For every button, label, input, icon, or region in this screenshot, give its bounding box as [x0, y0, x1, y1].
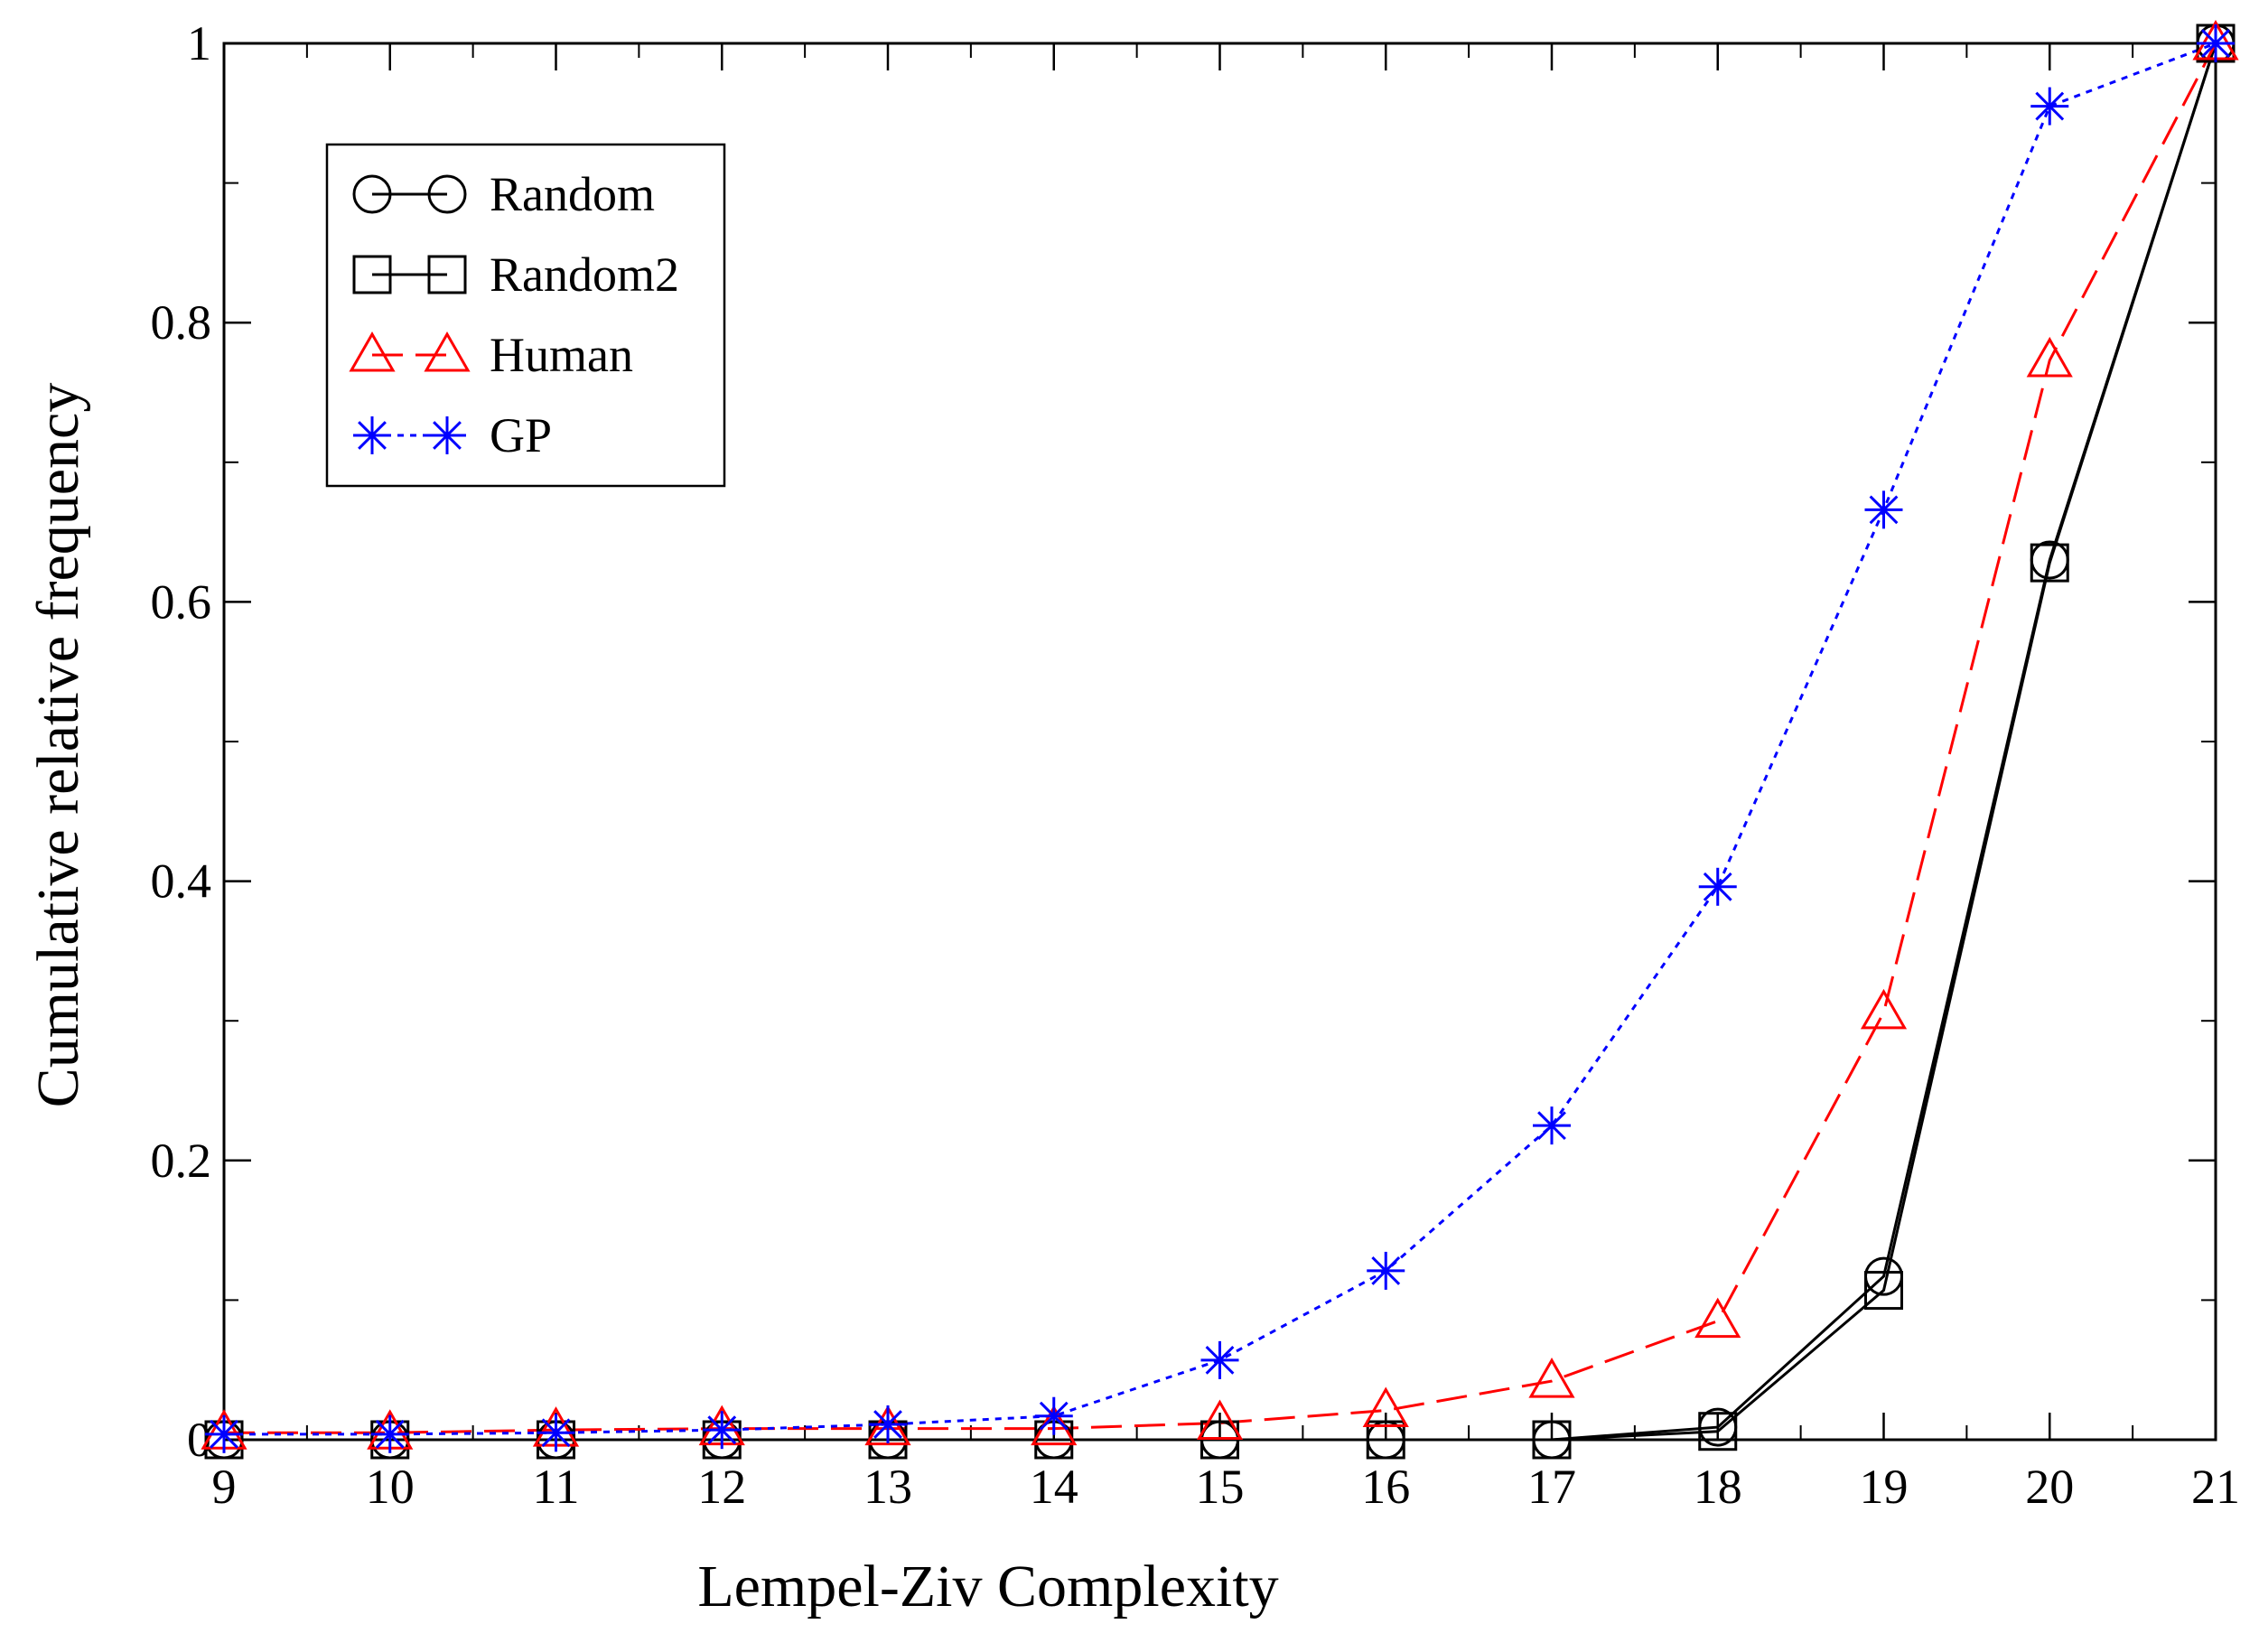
data-point-gp — [537, 1414, 575, 1452]
data-point-gp — [1864, 490, 1903, 529]
x-tick-label: 17 — [1527, 1460, 1576, 1514]
data-point-random2 — [2030, 543, 2069, 583]
data-point-gp — [370, 1414, 409, 1453]
x-tick-label: 11 — [533, 1460, 580, 1514]
legend-label-gp: GP — [490, 408, 552, 462]
legend-marker-gp — [353, 416, 391, 454]
legend-marker-random — [352, 174, 392, 214]
legend-marker-gp — [428, 416, 466, 454]
x-axis-label: Lempel-Ziv Complexity — [697, 1554, 1278, 1619]
legend-marker-random — [427, 174, 467, 214]
legend-label-random: Random — [490, 167, 655, 221]
data-point-human — [1694, 1297, 1741, 1339]
data-point-random2 — [1864, 1271, 1903, 1311]
data-point-gp — [1367, 1251, 1405, 1290]
data-point-random2 — [1698, 1412, 1738, 1451]
data-point-gp — [2197, 24, 2235, 62]
x-tick-label: 9 — [212, 1460, 237, 1514]
data-point-random2 — [1366, 1420, 1405, 1460]
x-tick-label: 21 — [2191, 1460, 2240, 1514]
legend-label-random2: Random2 — [490, 247, 679, 302]
legend-box — [325, 143, 726, 488]
y-tick-label: 0.2 — [151, 1134, 212, 1188]
data-point-random2 — [1532, 1420, 1572, 1460]
x-tick-label: 13 — [863, 1460, 912, 1514]
x-tick-label: 12 — [697, 1460, 746, 1514]
legend-label-human: Human — [490, 328, 633, 382]
y-tick-label: 0.8 — [151, 295, 212, 350]
y-tick-label: 1 — [187, 16, 211, 70]
x-tick-label: 20 — [2025, 1460, 2074, 1514]
data-point-gp — [205, 1414, 243, 1453]
x-tick-label: 14 — [1030, 1460, 1078, 1514]
x-tick-label: 19 — [1860, 1460, 1909, 1514]
data-point-human — [1362, 1386, 1409, 1428]
legend-marker-human — [424, 331, 471, 372]
data-point-gp — [1200, 1340, 1239, 1379]
data-point-human — [1528, 1358, 1575, 1398]
data-point-gp — [869, 1405, 907, 1443]
legend-marker-human — [349, 331, 396, 372]
data-point-gp — [1533, 1106, 1571, 1145]
legend-marker-random2 — [427, 255, 467, 294]
data-point-random2 — [1200, 1420, 1239, 1460]
data-point-human — [1860, 988, 1908, 1030]
data-point-gp — [703, 1411, 742, 1450]
y-tick-label: 0.6 — [151, 574, 212, 629]
data-point-human — [1196, 1399, 1244, 1440]
y-axis-label: Cumulative relative frequency — [25, 383, 91, 1108]
legend-marker-random2 — [352, 255, 392, 294]
data-point-gp — [2030, 87, 2069, 126]
data-point-human — [864, 1405, 911, 1446]
y-tick-label: 0.4 — [151, 854, 212, 909]
x-tick-label: 18 — [1694, 1460, 1742, 1514]
data-point-gp — [1698, 867, 1737, 906]
data-point-human — [2026, 336, 2073, 378]
x-tick-label: 10 — [366, 1460, 415, 1514]
data-point-gp — [1034, 1396, 1073, 1435]
x-tick-label: 16 — [1361, 1460, 1410, 1514]
x-tick-label: 15 — [1196, 1460, 1245, 1514]
